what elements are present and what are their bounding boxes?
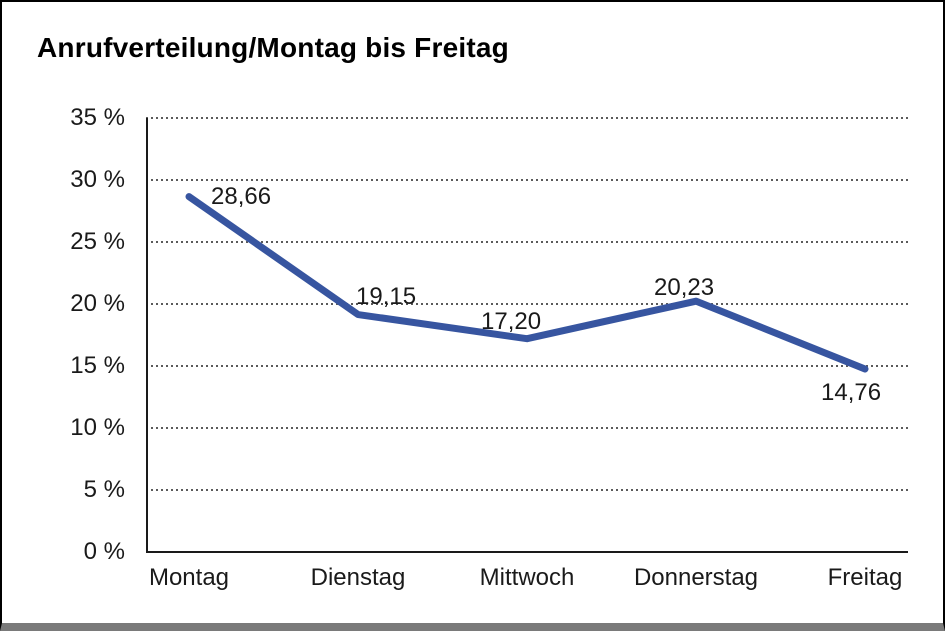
- gridline: [146, 489, 908, 491]
- gridline: [146, 427, 908, 429]
- x-axis-category-label: Dienstag: [310, 564, 406, 591]
- data-point-label: 19,15: [356, 282, 417, 310]
- data-point-label: 20,23: [654, 274, 715, 302]
- x-axis-category-label: Mittwoch: [479, 564, 575, 591]
- gridline: [146, 179, 908, 181]
- y-axis-tick-label: 35 %: [70, 104, 125, 131]
- y-axis-tick-label: 0 %: [83, 538, 125, 565]
- gridline: [146, 241, 908, 243]
- y-axis-tick-label: 25 %: [70, 228, 125, 255]
- chart-title: Anrufverteilung/Montag bis Freitag: [37, 32, 509, 63]
- y-axis-tick-label: 20 %: [70, 290, 125, 317]
- y-axis-tick-label: 15 %: [70, 352, 125, 379]
- gridline: [146, 117, 908, 119]
- line-chart-plot-area: 0 % 5 % 10 % 15 % 20 % 25 % 30 % 35 % Montag Dien…: [2, 2, 943, 623]
- y-axis-line: [146, 118, 148, 552]
- gridline: [146, 365, 908, 367]
- y-axis-tick-label: 5 %: [83, 476, 125, 503]
- data-point-label: 28,66: [211, 182, 272, 210]
- gridline: [146, 303, 908, 305]
- series-polyline: [185, 193, 869, 373]
- x-axis-line: [146, 551, 908, 553]
- y-axis-tick-label: 10 %: [70, 414, 125, 441]
- x-axis-category-label: Montag: [148, 564, 230, 591]
- x-axis-category-label: Freitag: [827, 564, 903, 591]
- data-point-label: 14,76: [821, 378, 882, 406]
- y-axis-tick-label: 30 %: [70, 166, 125, 193]
- x-axis-category-label: Donnerstag: [633, 564, 759, 591]
- data-point-label: 17,20: [481, 307, 542, 335]
